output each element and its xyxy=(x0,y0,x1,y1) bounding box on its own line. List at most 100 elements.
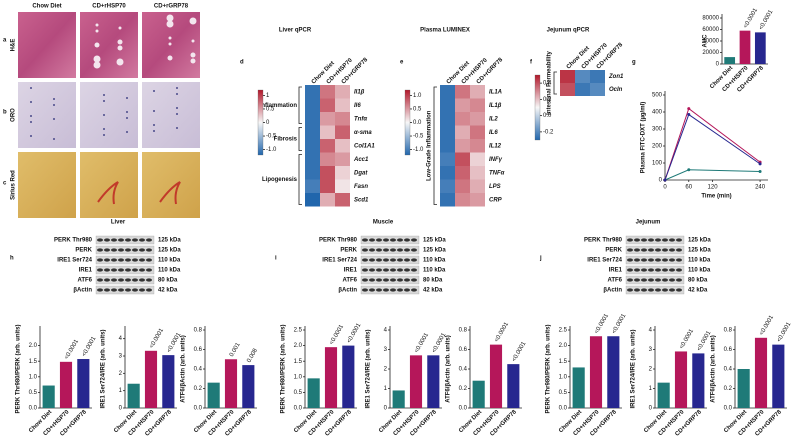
row-label: Tnfα xyxy=(354,116,367,122)
blot-band xyxy=(132,278,138,282)
band-size: 42 kDa xyxy=(158,288,178,294)
row-label: Fasn xyxy=(354,184,368,190)
group-label: Intestinal Permeability xyxy=(547,51,553,115)
y-tick-label: 80000 xyxy=(702,16,719,22)
blot-band xyxy=(376,288,382,292)
blot-band xyxy=(404,238,410,242)
blot-band xyxy=(125,258,131,262)
y-axis-label: IRE1 Ser724/IRE (arb. units) xyxy=(366,329,372,408)
band-label: PERK Thr980 xyxy=(584,238,623,244)
y-tick-label: 2.5 xyxy=(294,328,303,334)
vacuole xyxy=(117,45,123,51)
blot-band xyxy=(111,268,117,272)
blot-band xyxy=(383,238,389,242)
nucleus xyxy=(126,117,128,119)
row-label: CRP xyxy=(489,197,503,203)
blot-band xyxy=(125,238,131,242)
y-tick-label: 60000 xyxy=(702,27,719,33)
heatmap-cell xyxy=(305,193,320,207)
blot-band xyxy=(125,278,131,282)
y-tick-label: 100 xyxy=(652,161,663,167)
blot-band xyxy=(662,258,668,262)
heatmap-cell xyxy=(305,139,320,153)
bar xyxy=(127,383,140,408)
blot-band xyxy=(627,268,633,272)
heatmap-cell xyxy=(305,112,320,126)
blot-band xyxy=(390,288,396,292)
blot-band xyxy=(132,238,138,242)
p-value: <0.0001 xyxy=(64,338,80,361)
y-tick-label: 0.6 xyxy=(724,347,733,353)
nucleus xyxy=(53,118,55,120)
heatmap-cell xyxy=(440,193,455,207)
bar xyxy=(472,380,485,408)
blot-band xyxy=(390,248,396,252)
y-tick-label: 0.8 xyxy=(724,328,733,334)
blot-band xyxy=(669,278,675,282)
row-label: IL6 xyxy=(489,130,498,136)
heatmap-cell xyxy=(335,125,350,139)
y-tick-label: 0.5 xyxy=(294,390,303,396)
band-size: 110 kDa xyxy=(158,258,181,264)
blot-band xyxy=(111,278,117,282)
y-tick-label: 0.0 xyxy=(29,406,38,412)
blot-band xyxy=(641,248,647,252)
y-axis-label: IRE1 Ser724/IRE (arb. units) xyxy=(101,329,107,408)
y-tick-label: 3 xyxy=(384,347,388,353)
y-axis-label: PERK Thr980/PERK (arb. units) xyxy=(281,324,287,413)
y-tick-label: 0 xyxy=(119,406,123,412)
histology-row-label: ORO xyxy=(11,108,17,122)
heatmap-cell xyxy=(320,125,335,139)
nucleus xyxy=(176,107,178,109)
row-label: Il6 xyxy=(354,103,361,109)
band-label: βActin xyxy=(338,288,357,294)
y-tick-label: 0.2 xyxy=(194,386,203,392)
bar xyxy=(489,344,503,408)
p-value: <0.0001 xyxy=(511,340,527,363)
heatmap-cell xyxy=(440,125,455,139)
y-tick-label: 2.5 xyxy=(559,328,568,334)
blot-band xyxy=(397,258,403,262)
blot-band xyxy=(676,258,682,262)
blot-band xyxy=(139,238,145,242)
y-axis-label: AUC xyxy=(703,34,709,48)
y-tick-label: 1 xyxy=(649,386,653,392)
point xyxy=(758,170,762,173)
bar xyxy=(507,364,520,408)
blot-band xyxy=(118,278,124,282)
band-label: PERK Thr980 xyxy=(319,238,358,244)
panel-letter: j xyxy=(539,256,542,262)
band-label: βActin xyxy=(603,288,622,294)
blot-band xyxy=(634,258,640,262)
nucleus xyxy=(126,111,128,113)
bar xyxy=(589,336,603,408)
row-label: Dgat xyxy=(354,170,368,176)
nucleus xyxy=(53,104,55,106)
blot-band xyxy=(669,288,675,292)
heatmap-cell xyxy=(470,112,485,126)
y-axis-label: ATF6/βActin (arb. units) xyxy=(711,335,717,403)
nucleus xyxy=(153,110,155,112)
blot-band xyxy=(104,278,110,282)
y-axis-label: PERK Thr980/PERK (arb. units) xyxy=(546,324,552,413)
heatmap-cell xyxy=(305,152,320,166)
p-value: <0.0001 xyxy=(743,7,759,30)
y-tick-label: 0.0 xyxy=(294,406,303,412)
micrograph xyxy=(80,82,138,148)
panel-letter: d xyxy=(240,60,244,66)
nucleus xyxy=(103,128,105,130)
blot-band xyxy=(118,288,124,292)
y-tick-label: 0.2 xyxy=(459,386,468,392)
band-label: ATF6 xyxy=(342,278,357,284)
bar xyxy=(572,367,585,408)
vacuole xyxy=(189,17,197,25)
y-tick-label: 400 xyxy=(652,110,663,116)
blot-band xyxy=(383,288,389,292)
blot-band xyxy=(397,248,403,252)
y-tick-label: 4 xyxy=(649,328,653,334)
y-tick-label: 0.0 xyxy=(194,406,203,412)
heatmap-cell xyxy=(560,70,575,83)
y-tick-label: 0.4 xyxy=(459,367,468,373)
heatmap-cell xyxy=(455,125,470,139)
